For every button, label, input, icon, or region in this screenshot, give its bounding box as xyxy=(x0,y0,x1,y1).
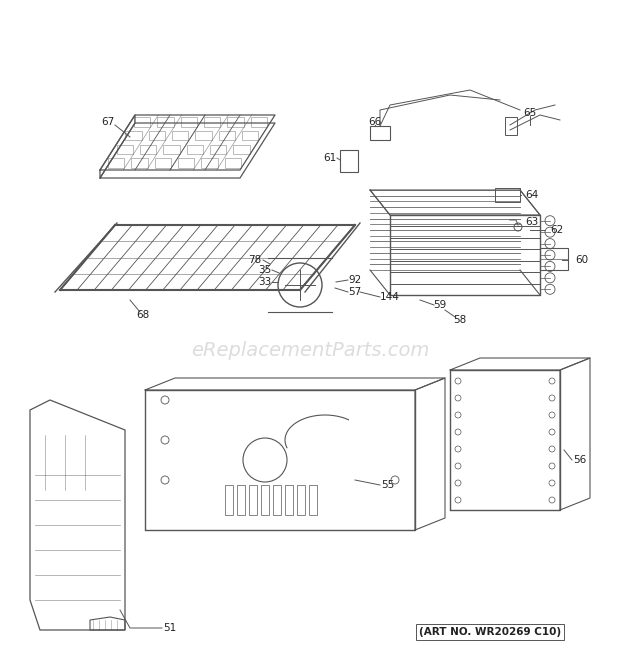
Bar xyxy=(309,485,317,515)
Text: 66: 66 xyxy=(368,117,382,127)
Text: 57: 57 xyxy=(348,287,361,297)
Bar xyxy=(505,117,517,135)
Text: 35: 35 xyxy=(259,265,272,275)
Text: 51: 51 xyxy=(164,623,177,633)
Text: 65: 65 xyxy=(523,108,537,118)
Text: 58: 58 xyxy=(453,315,467,325)
Text: 63: 63 xyxy=(525,217,538,227)
Text: 55: 55 xyxy=(381,480,394,490)
Bar xyxy=(370,126,390,140)
Text: 56: 56 xyxy=(574,455,587,465)
Bar xyxy=(340,150,358,172)
Text: 61: 61 xyxy=(324,153,337,163)
Bar xyxy=(540,248,568,270)
Text: (ART NO. WR20269 C10): (ART NO. WR20269 C10) xyxy=(419,627,561,637)
Bar xyxy=(273,485,281,515)
Bar xyxy=(261,485,269,515)
Bar xyxy=(249,485,257,515)
Bar xyxy=(297,485,305,515)
Text: 60: 60 xyxy=(575,255,588,265)
Text: eReplacementParts.com: eReplacementParts.com xyxy=(191,341,429,360)
Text: 33: 33 xyxy=(259,277,272,287)
Text: 62: 62 xyxy=(550,225,563,235)
Text: 78: 78 xyxy=(249,255,262,265)
Bar xyxy=(495,188,520,202)
Text: 68: 68 xyxy=(136,310,149,320)
Text: 144: 144 xyxy=(380,292,400,302)
Bar xyxy=(225,485,233,515)
Text: 64: 64 xyxy=(525,190,538,200)
Bar xyxy=(285,485,293,515)
Text: 92: 92 xyxy=(348,275,361,285)
Bar xyxy=(237,485,245,515)
Text: 67: 67 xyxy=(102,117,115,127)
Text: 59: 59 xyxy=(433,300,446,310)
